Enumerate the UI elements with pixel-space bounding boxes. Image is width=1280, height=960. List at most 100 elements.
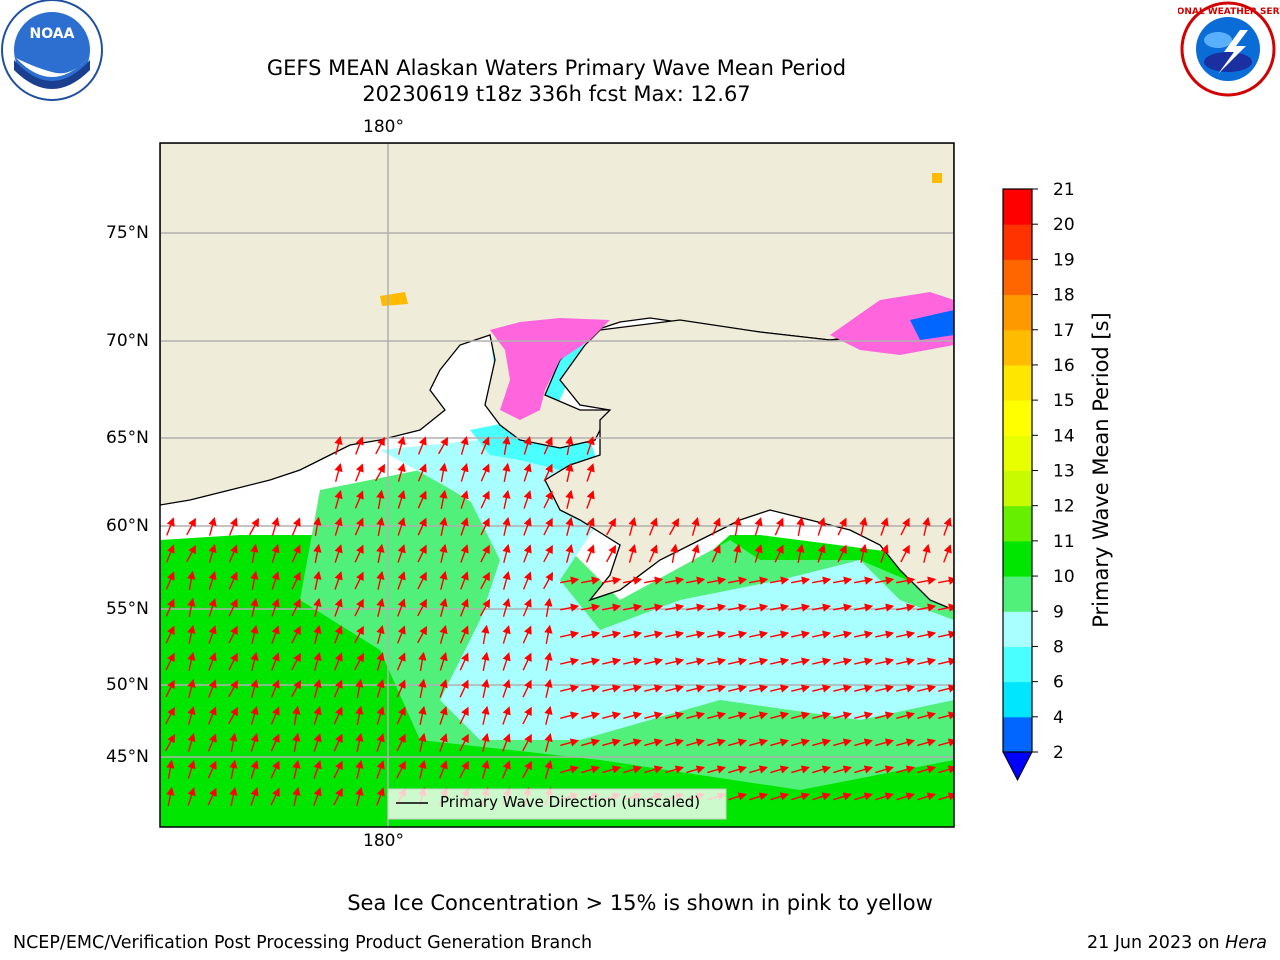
wave-arrow (376, 706, 385, 725)
wave-arrow (711, 544, 721, 563)
wave-arrow (397, 517, 406, 536)
wave-arrow (875, 684, 895, 693)
wave-arrow (565, 543, 574, 563)
wave-arrow (187, 678, 196, 698)
wave-arrow (922, 543, 931, 563)
wave-arrow (544, 624, 553, 644)
wave-arrow (481, 732, 490, 752)
wave-arrow (543, 517, 553, 536)
wave-arrow (817, 544, 826, 563)
wave-arrow (917, 630, 937, 639)
wave-arrow (375, 463, 386, 482)
wave-arrow (560, 738, 580, 747)
colorbar-block (1003, 681, 1032, 718)
wave-arrow (833, 738, 853, 747)
wave-arrow (880, 544, 889, 563)
wave-arrow (354, 625, 364, 644)
wave-arrow (397, 544, 406, 563)
wave-arrow (796, 516, 805, 536)
wave-arrow (943, 544, 952, 563)
wave-arrow (691, 517, 700, 536)
wave-arrow (271, 571, 280, 590)
colorbar-block (1003, 716, 1032, 753)
wave-arrow (581, 576, 601, 585)
wave-arrow (833, 792, 852, 801)
wave-arrow (439, 462, 448, 482)
wave-arrow (417, 490, 427, 509)
wave-arrow (334, 435, 343, 455)
wave-arrow (480, 598, 491, 617)
wave-arrow (623, 765, 642, 774)
wave-arrow (770, 765, 789, 774)
wave-arrow (602, 603, 622, 612)
wave-arrow (875, 603, 895, 612)
wave-arrow (686, 657, 706, 666)
wave-arrow (749, 657, 769, 666)
wave-arrow (812, 738, 832, 747)
lat-label-45: 45°N (106, 747, 149, 767)
wave-arrow (544, 651, 553, 671)
wave-arrow (623, 576, 643, 585)
wave-arrow (648, 544, 658, 563)
wave-arrow (187, 787, 196, 806)
wave-arrow (333, 733, 343, 752)
wave-arrow (754, 517, 763, 536)
wave-arrow (686, 603, 706, 612)
wave-arrow (313, 570, 322, 590)
colorbar-tick-label: 13 (1053, 462, 1075, 482)
colorbar-block (1003, 224, 1032, 260)
wave-arrow (854, 711, 874, 720)
wave-arrow (229, 786, 238, 806)
lat-label-65: 65°N (106, 428, 149, 448)
wave-arrow (397, 490, 406, 509)
wave-arrow (691, 544, 700, 563)
wave-arrow (522, 733, 532, 752)
wave-arrow (544, 678, 553, 698)
wave-arrow (581, 630, 601, 639)
wave-arrow (581, 738, 601, 747)
wave-arrow (228, 706, 239, 725)
wave-arrow (749, 738, 769, 747)
wave-arrow (355, 436, 364, 455)
colorbar-block (1003, 576, 1032, 612)
wave-direction-arrows (165, 435, 954, 806)
wave-arrow (560, 576, 580, 585)
wave-arrow (502, 489, 511, 509)
wave-arrow (644, 630, 664, 639)
colorbar-tick-label: 15 (1053, 391, 1075, 411)
colorbar-block (1003, 646, 1032, 683)
wave-arrow (376, 787, 385, 806)
wave-arrow (271, 652, 280, 671)
wave-arrow (665, 576, 685, 585)
wave-arrow (665, 630, 685, 639)
wave-arrow (165, 679, 175, 698)
wave-arrow (250, 678, 259, 698)
wave-arrow (165, 652, 175, 671)
wave-arrow (938, 630, 954, 639)
wave-arrow (165, 544, 175, 563)
wave-arrow (896, 711, 916, 720)
wave-arrow (417, 625, 428, 644)
wave-arrow (774, 517, 784, 536)
sea-ice-north (932, 173, 942, 183)
wave-arrow (439, 679, 448, 698)
wave-arrow (749, 630, 769, 639)
wave-arrow (417, 436, 427, 455)
wave-arrow (523, 517, 532, 536)
wave-arrow (291, 517, 301, 536)
wave-arrow (623, 684, 643, 693)
wave-arrow (270, 679, 280, 698)
wave-arrow (208, 571, 217, 590)
wave-arrow (417, 598, 427, 617)
wave-arrow (459, 706, 469, 725)
wave-arrow (208, 544, 217, 563)
wave-arrow (565, 435, 574, 455)
wave-arrow (938, 576, 954, 585)
colorbar-block (1003, 505, 1032, 542)
wave-arrow (459, 679, 469, 698)
wave-arrow (166, 786, 175, 806)
colorbar-ticks: 2 4 6 8 9 10 11 12 13 14 15 16 17 18 19 20 21 (1032, 180, 1075, 763)
wave-arrow (208, 679, 217, 698)
wave-arrow (896, 630, 916, 639)
wave-arrow (938, 603, 954, 612)
